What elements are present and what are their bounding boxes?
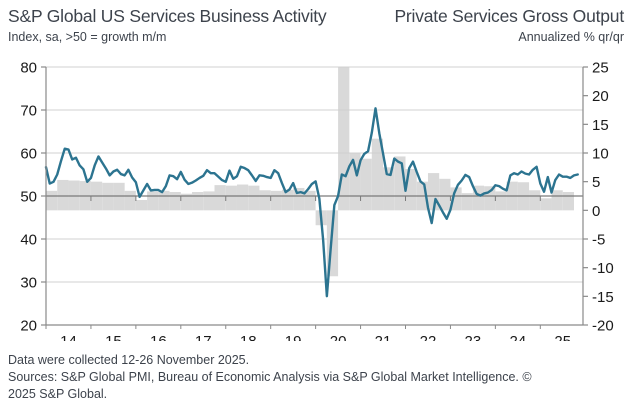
left-tick-label-60: 60 (20, 146, 37, 163)
bar-2016Q2 (147, 191, 159, 211)
bar-2020Q2 (326, 210, 339, 277)
x-tick-label-15: 15 (105, 333, 122, 341)
right-tick-label-5: 5 (592, 174, 600, 191)
x-tick-label-25: 25 (554, 333, 571, 341)
right-axis-subtitle: Annualized % qr/qr (518, 30, 624, 44)
right-tick-label--15: -15 (592, 289, 614, 306)
left-tick-label-40: 40 (20, 232, 37, 249)
bar-2023Q4 (484, 186, 496, 211)
bar-2019Q4 (304, 190, 316, 211)
bar-series-gross-output (46, 67, 575, 277)
left-axis (41, 66, 47, 326)
bar-2023Q3 (472, 185, 485, 211)
bar-2024Q1 (495, 191, 507, 211)
right-tick-label-0: 0 (592, 203, 600, 220)
bar-2019Q2 (281, 189, 294, 211)
footer-line-collection: Data were collected 12-26 November 2025. (8, 353, 250, 367)
bar-2025Q1 (540, 198, 552, 211)
left-axis-title: S&P Global US Services Business Activity (8, 6, 327, 26)
bar-2018Q2 (236, 184, 249, 211)
left-tick-label-50: 50 (20, 189, 37, 206)
x-tick-label-23: 23 (465, 333, 482, 341)
left-axis-tick-labels: 20 30 40 50 60 70 80 (20, 60, 37, 335)
bar-2015Q4 (124, 190, 136, 211)
bar-2016Q3 (158, 190, 170, 211)
bar-2021Q1 (360, 158, 372, 211)
right-tick-label-25: 25 (592, 60, 609, 77)
x-axis-tick-labels: 14 15 16 17 18 19 20 21 22 23 24 25 (60, 333, 571, 341)
right-axis-title: Private Services Gross Output (394, 6, 624, 26)
bar-2016Q4 (169, 191, 181, 211)
right-tick-label-15: 15 (592, 117, 609, 134)
right-tick-label--20: -20 (592, 318, 614, 335)
x-tick-label-14: 14 (60, 333, 77, 341)
left-axis-subtitle: Index, sa, >50 = growth m/m (8, 30, 167, 44)
bar-2017Q3 (203, 191, 215, 211)
line-series-business-activity (44, 107, 579, 298)
bar-2017Q1 (180, 193, 193, 211)
bar-2016Q1 (135, 200, 148, 211)
bar-2023Q1 (450, 187, 462, 211)
x-tick-label-19: 19 (285, 333, 302, 341)
bar-2025Q2 (551, 190, 563, 211)
right-tick-label-10: 10 (592, 146, 609, 163)
bar-2021Q3 (383, 167, 395, 211)
left-tick-label-70: 70 (20, 103, 37, 120)
title-row: S&P Global US Services Business Activity… (8, 6, 624, 27)
bar-2022Q4 (439, 178, 451, 211)
bottom-axis (45, 324, 583, 329)
right-axis (582, 66, 588, 326)
x-tick-label-24: 24 (509, 333, 526, 341)
bar-2024Q4 (529, 190, 541, 211)
bar-2018Q1 (225, 185, 237, 211)
left-tick-label-20: 20 (20, 318, 37, 335)
bar-2022Q1 (405, 169, 417, 211)
bar-2017Q4 (214, 185, 226, 211)
x-tick-label-16: 16 (150, 333, 167, 341)
bar-2020Q3 (338, 67, 350, 211)
left-tick-label-30: 30 (20, 275, 37, 292)
bar-2023Q2 (461, 193, 473, 211)
bar-2017Q2 (192, 191, 204, 211)
footer-line-copyright: 2025 S&P Global. (8, 386, 108, 401)
x-tick-label-22: 22 (420, 333, 437, 341)
subtitle-row: Index, sa, >50 = growth m/m Annualized %… (8, 30, 624, 44)
right-tick-label-20: 20 (592, 88, 609, 105)
x-tick-label-21: 21 (375, 333, 392, 341)
left-tick-label-80: 80 (20, 60, 37, 77)
footer-notes: Data were collected 12-26 November 2025.… (8, 352, 620, 403)
bar-2019Q3 (293, 187, 305, 211)
zero-reference-line (45, 195, 583, 201)
bar-2014Q1 (46, 190, 58, 211)
bar-2022Q3 (427, 173, 440, 211)
bar-2021Q2 (371, 138, 384, 211)
bar-2014Q2 (57, 179, 69, 211)
bar-2025Q3 (562, 191, 575, 211)
bar-2020Q4 (349, 153, 361, 211)
right-tick-label--10: -10 (592, 260, 614, 277)
bar-2019Q1 (270, 190, 282, 211)
right-tick-label--5: -5 (592, 232, 605, 249)
bar-2021Q4 (394, 156, 406, 211)
bar-2018Q4 (259, 190, 271, 211)
bar-2018Q3 (248, 185, 260, 211)
x-tick-label-18: 18 (240, 333, 257, 341)
footer-line-sources: Sources: S&P Global PMI, Bureau of Econo… (8, 369, 532, 384)
x-tick-label-17: 17 (195, 333, 212, 341)
x-tick-label-20: 20 (330, 333, 347, 341)
right-axis-tick-labels: -20 -15 -10 -5 0 5 10 15 20 25 (592, 60, 614, 335)
pmi-line-path (44, 107, 579, 298)
